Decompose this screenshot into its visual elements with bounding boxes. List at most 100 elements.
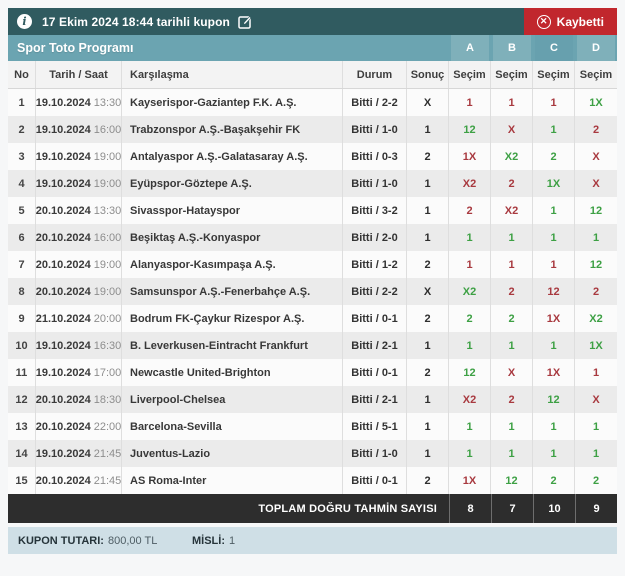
pick-column-b: X (491, 359, 533, 386)
match-status: Bitti / 2-2 (343, 278, 407, 305)
pick-column-d: 2 (592, 123, 600, 136)
table-header-row: No Tarih / Saat Karşılaşma Durum Sonuç S… (8, 61, 617, 89)
pick-column-b: 1 (491, 89, 533, 116)
pick-column-b: 2 (491, 278, 533, 305)
match-datetime: 20.10.2024 19:00 (36, 251, 122, 278)
program-title: Spor Toto Programı (17, 41, 134, 55)
header-status: Durum (343, 61, 407, 88)
pick-column-d: 1 (592, 366, 600, 379)
match-result: 2 (407, 143, 449, 170)
match-name: Eyüpspor-Göztepe A.Ş. (122, 170, 343, 197)
total-column-a: 8 (449, 494, 491, 523)
pick-column-a: 2 (449, 305, 491, 332)
misli-label: MİSLİ: (192, 534, 225, 547)
table-row: 5 20.10.2024 13:30 Sivasspor-Hatayspor Bi… (8, 197, 617, 224)
row-number: 5 (8, 197, 36, 224)
match-result: 2 (407, 305, 449, 332)
coupon-widget: i 17 Ekim 2024 18:44 tarihli kupon ✕ Kay… (8, 8, 617, 554)
misli-multiplier: MİSLİ: 1 (192, 535, 235, 547)
pick-column-d: X (592, 177, 600, 190)
table-row: 11 19.10.2024 17:00 Newcastle United-Brig… (8, 359, 617, 386)
lost-x-icon: ✕ (536, 14, 551, 29)
pick-column-c: 1 (533, 116, 575, 143)
pick-column-d: 12 (589, 258, 603, 271)
pick-column-b: X2 (491, 143, 533, 170)
match-result: 1 (407, 413, 449, 440)
pick-column-d: 1 (592, 420, 600, 433)
pick-column-d: 1X (589, 96, 603, 109)
match-result: X (407, 278, 449, 305)
match-result: 2 (407, 359, 449, 386)
match-status: Bitti / 1-2 (343, 251, 407, 278)
table-body: 1 19.10.2024 13:30 Kayserispor-Gaziantep … (8, 89, 617, 494)
match-datetime: 20.10.2024 16:00 (36, 224, 122, 251)
column-c-header[interactable]: C (535, 35, 573, 61)
total-column-c: 10 (533, 494, 575, 523)
pick-column-b: 2 (491, 305, 533, 332)
pick-column-a: 12 (449, 359, 491, 386)
match-result: 1 (407, 197, 449, 224)
match-status: Bitti / 5-1 (343, 413, 407, 440)
row-number: 8 (8, 278, 36, 305)
pick-column-a: 12 (449, 116, 491, 143)
match-name: Antalyaspor A.Ş.-Galatasaray A.Ş. (122, 143, 343, 170)
match-result: 2 (407, 467, 449, 494)
coupon-header: i 17 Ekim 2024 18:44 tarihli kupon ✕ Kay… (8, 8, 617, 35)
match-name: Trabzonspor A.Ş.-Başakşehir FK (122, 116, 343, 143)
match-status: Bitti / 0-1 (343, 305, 407, 332)
header-match: Karşılaşma (122, 61, 343, 88)
match-result: 1 (407, 386, 449, 413)
match-result: 1 (407, 332, 449, 359)
match-name: Kayserispor-Gaziantep F.K. A.Ş. (122, 89, 343, 116)
pick-column-d: X2 (589, 312, 603, 325)
row-number: 4 (8, 170, 36, 197)
match-name: Samsunspor A.Ş.-Fenerbahçe A.Ş. (122, 278, 343, 305)
row-number: 10 (8, 332, 36, 359)
pick-column-c: 1 (533, 332, 575, 359)
pick-column-c: 1 (533, 224, 575, 251)
total-column-d: 9 (575, 494, 617, 523)
pick-column-c: 1X (533, 359, 575, 386)
column-b-header[interactable]: B (493, 35, 531, 61)
pick-column-a: 2 (449, 197, 491, 224)
status-label: Kaybetti (556, 14, 604, 29)
match-result: 1 (407, 170, 449, 197)
row-number: 14 (8, 440, 36, 467)
pick-column-b: X (491, 116, 533, 143)
table-row: 7 20.10.2024 19:00 Alanyaspor-Kasımpaşa A… (8, 251, 617, 278)
totals-bar: TOPLAM DOĞRU TAHMİN SAYISI 8 7 10 9 (8, 494, 617, 523)
status-badge-kaybetti[interactable]: ✕ Kaybetti (523, 8, 617, 35)
table-row: 6 20.10.2024 16:00 Beşiktaş A.Ş.-Konyaspo… (8, 224, 617, 251)
pick-column-a: 1 (449, 332, 491, 359)
match-name: Alanyaspor-Kasımpaşa A.Ş. (122, 251, 343, 278)
column-d-header[interactable]: D (577, 35, 615, 61)
match-name: Bodrum FK-Çaykur Rizespor A.Ş. (122, 305, 343, 332)
pick-column-d: X (592, 150, 600, 163)
pick-column-c: 1 (533, 413, 575, 440)
column-a-header[interactable]: A (451, 35, 489, 61)
row-number: 13 (8, 413, 36, 440)
pick-column-d: X (592, 393, 600, 406)
coupon-summary-bar: KUPON TUTARI: 800,00 TL MİSLİ: 1 (8, 527, 617, 554)
header-no: No (8, 61, 36, 88)
match-name: Juventus-Lazio (122, 440, 343, 467)
edit-icon[interactable] (238, 15, 252, 29)
match-datetime: 20.10.2024 18:30 (36, 386, 122, 413)
pick-column-c: 12 (533, 386, 575, 413)
match-datetime: 19.10.2024 13:30 (36, 89, 122, 116)
pick-column-b: 12 (491, 467, 533, 494)
match-status: Bitti / 0-1 (343, 467, 407, 494)
table-row: 8 20.10.2024 19:00 Samsunspor A.Ş.-Fenerb… (8, 278, 617, 305)
row-number: 15 (8, 467, 36, 494)
coupon-amount-label: KUPON TUTARI: (18, 534, 104, 547)
match-name: Beşiktaş A.Ş.-Konyaspor (122, 224, 343, 251)
match-result: 1 (407, 440, 449, 467)
match-datetime: 19.10.2024 16:00 (36, 116, 122, 143)
row-number: 1 (8, 89, 36, 116)
table-row: 10 19.10.2024 16:30 B. Leverkusen-Eintrac… (8, 332, 617, 359)
table-row: 13 20.10.2024 22:00 Barcelona-Sevilla Bit… (8, 413, 617, 440)
info-icon[interactable]: i (17, 14, 32, 29)
pick-column-a: 1X (449, 467, 491, 494)
pick-column-c: 2 (533, 467, 575, 494)
pick-column-a: 1 (449, 251, 491, 278)
